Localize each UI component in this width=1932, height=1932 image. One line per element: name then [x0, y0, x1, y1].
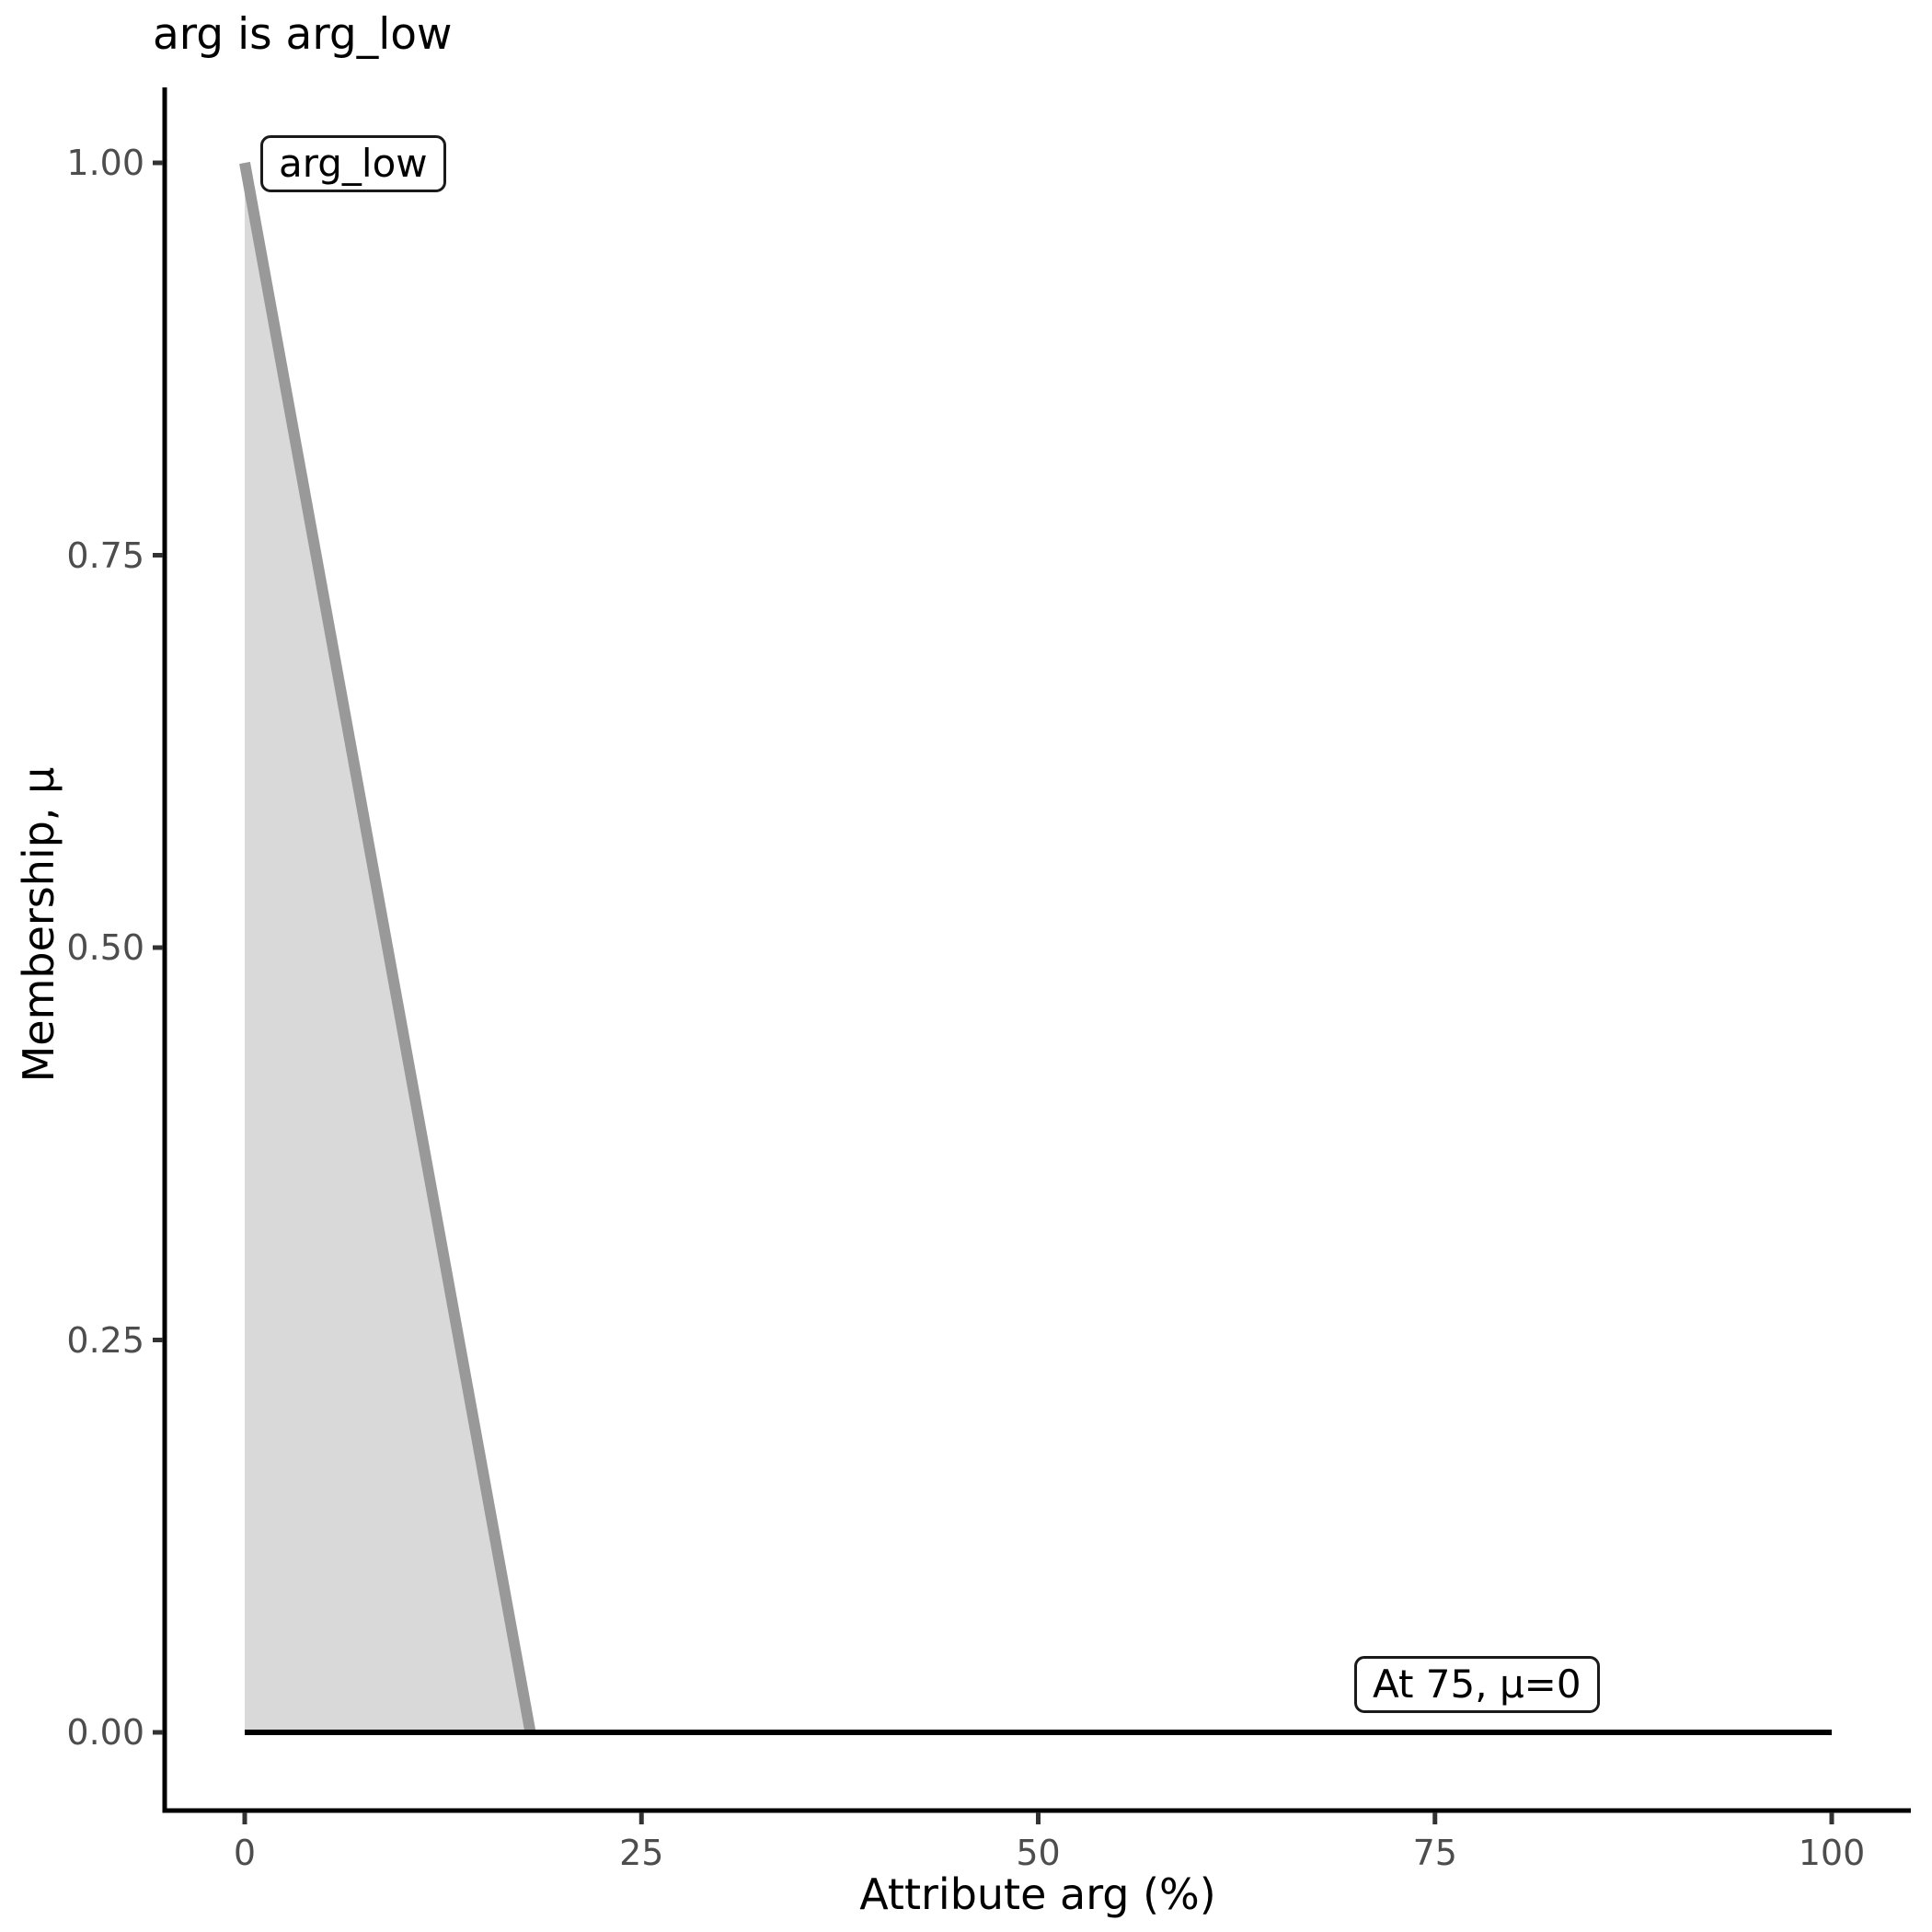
- y-tick-label: 0.75: [66, 535, 144, 576]
- membership-line: [239, 161, 536, 1734]
- crisp-value-annotation-box: At 75, μ=0: [1354, 1656, 1600, 1714]
- x-axis-title: Attribute arg (%): [859, 1869, 1216, 1919]
- x-tick-label: 0: [233, 1833, 257, 1873]
- y-tick-label: 0.25: [66, 1319, 144, 1361]
- y-tick-label: 0.00: [66, 1712, 144, 1753]
- y-axis-title: Membership, μ: [14, 766, 63, 1083]
- x-tick-label: 25: [619, 1833, 664, 1873]
- y-tick-label: 0.50: [66, 927, 144, 968]
- fuzzy-set-label-box: arg_low: [260, 135, 446, 193]
- x-tick-label: 100: [1798, 1833, 1866, 1873]
- x-tick-label: 50: [1016, 1833, 1061, 1873]
- x-tick-label: 75: [1412, 1833, 1457, 1873]
- y-tick-label: 1.00: [66, 143, 144, 183]
- chart-title: arg is arg_low: [153, 9, 453, 60]
